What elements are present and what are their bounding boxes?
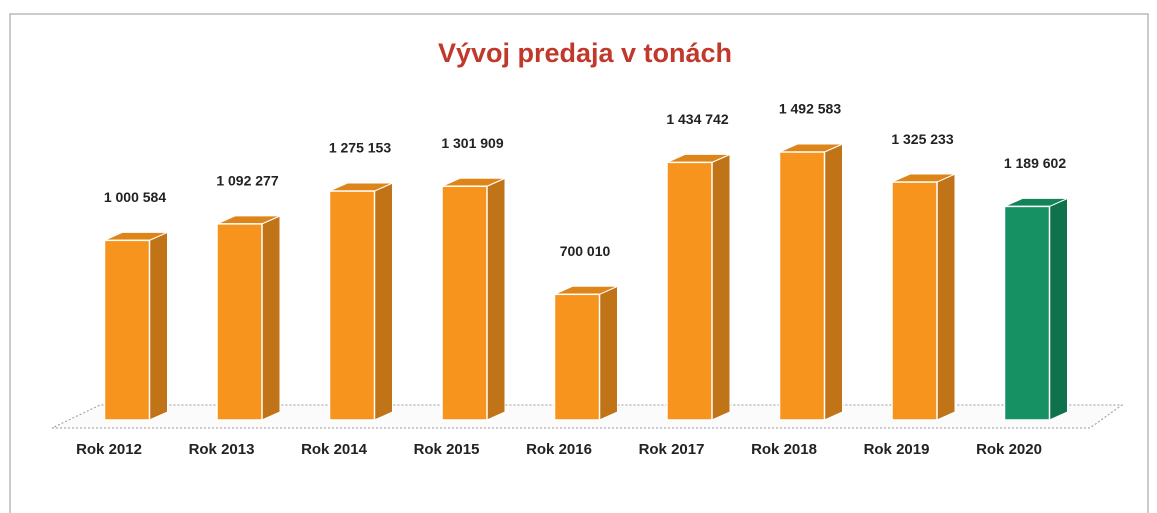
x-tick-label: Rok 2016 xyxy=(526,441,592,458)
x-tick-label: Rok 2013 xyxy=(189,441,255,458)
bar xyxy=(328,190,376,421)
value-label: 700 010 xyxy=(560,243,611,259)
bar xyxy=(553,293,601,421)
value-label: 1 092 277 xyxy=(216,173,278,189)
bar-side xyxy=(936,173,956,421)
bar-side xyxy=(486,177,506,421)
value-label: 1 492 583 xyxy=(779,101,841,117)
value-label: 1 301 909 xyxy=(441,135,503,151)
value-label: 1 189 602 xyxy=(1004,155,1066,171)
bar xyxy=(103,239,151,421)
x-tick-label: Rok 2012 xyxy=(76,441,142,458)
bar-side xyxy=(1049,197,1068,421)
value-label: 1 434 742 xyxy=(666,111,728,127)
x-tick-label: Rok 2017 xyxy=(639,441,705,458)
chart-title: Vývoj predaja v tonách xyxy=(438,38,732,68)
bar xyxy=(441,185,488,421)
bar-side xyxy=(599,285,618,421)
x-tick-label: Rok 2018 xyxy=(751,441,817,458)
bar xyxy=(778,151,826,421)
bar xyxy=(891,181,938,421)
chart-border xyxy=(9,13,1149,513)
value-label: 1 275 153 xyxy=(329,140,391,156)
bar-side xyxy=(261,215,281,421)
x-tick-label: Rok 2020 xyxy=(976,441,1042,458)
bar xyxy=(666,161,713,421)
x-tick-label: Rok 2019 xyxy=(864,441,930,458)
bar-side xyxy=(824,143,843,421)
bar-side xyxy=(374,182,393,421)
x-tick-label: Rok 2015 xyxy=(414,441,480,458)
x-tick-label: Rok 2014 xyxy=(301,441,368,458)
bar-side xyxy=(149,231,168,421)
value-label: 1 000 584 xyxy=(104,189,166,205)
value-label: 1 325 233 xyxy=(891,131,953,147)
bar xyxy=(216,223,263,421)
bar-side xyxy=(711,153,731,421)
bar xyxy=(1003,205,1051,421)
